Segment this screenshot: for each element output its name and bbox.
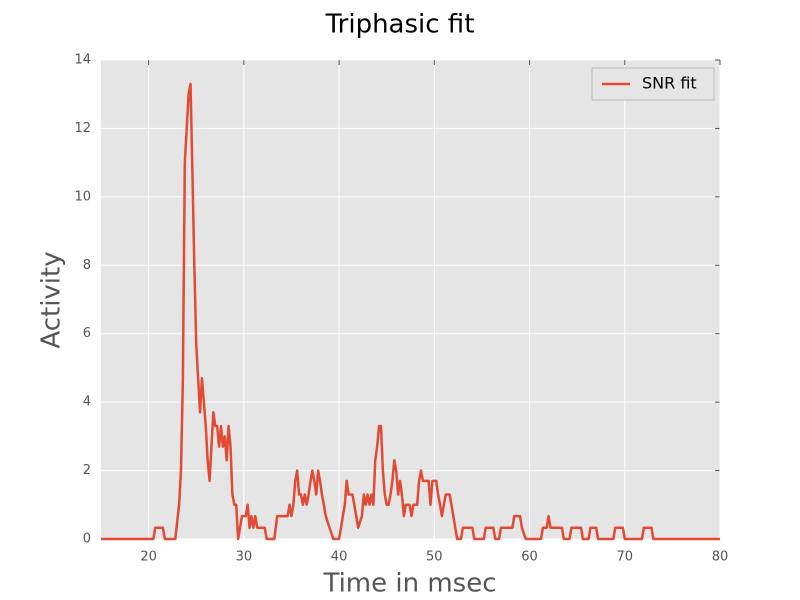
data-line xyxy=(101,82,720,541)
plot-area xyxy=(101,60,720,539)
x-tick-label: 20 xyxy=(140,550,157,565)
y-axis-label: Activity xyxy=(37,251,67,348)
y-tick-label: 2 xyxy=(83,463,91,478)
y-tick-label: 10 xyxy=(74,189,91,204)
x-tick-label: 30 xyxy=(236,550,253,565)
x-tick-label: 60 xyxy=(521,550,538,565)
y-tick-label: 12 xyxy=(74,121,91,136)
y-tick-label: 4 xyxy=(83,395,91,410)
chart-title: Triphasic fit xyxy=(325,10,475,40)
x-tick-label: 50 xyxy=(426,550,443,565)
y-tick-label: 6 xyxy=(83,326,91,341)
x-tick-label: 40 xyxy=(331,550,348,565)
x-tick-label: 80 xyxy=(712,550,729,565)
y-tick-label: 14 xyxy=(74,53,91,68)
x-tick-label: 70 xyxy=(616,550,633,565)
y-tick-label: 0 xyxy=(83,532,91,547)
x-axis-label: Time in msec xyxy=(322,569,496,599)
legend-label: SNR fit xyxy=(642,74,697,93)
y-tick-label: 8 xyxy=(83,258,91,273)
